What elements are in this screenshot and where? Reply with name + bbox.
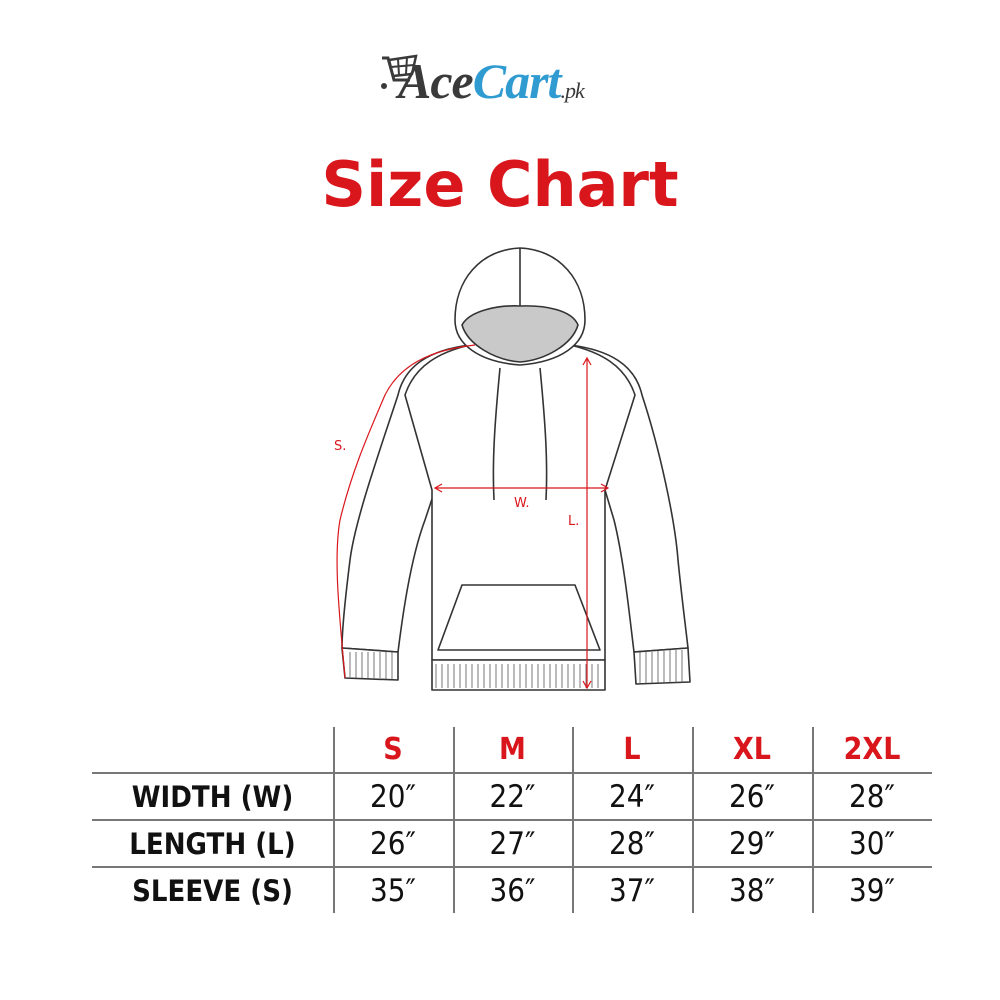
row-label-length: LENGTH (L) bbox=[129, 827, 296, 861]
length-label: L. bbox=[568, 514, 579, 529]
size-header-m: M bbox=[499, 732, 526, 767]
table-divider bbox=[572, 727, 574, 913]
table-cell: 20″ bbox=[370, 779, 416, 815]
length-measure-line bbox=[582, 356, 592, 690]
size-header-xl: XL bbox=[732, 732, 772, 767]
table-divider bbox=[692, 727, 694, 913]
size-header-l: L bbox=[623, 732, 641, 767]
kangaroo-pocket bbox=[437, 584, 601, 651]
table-divider bbox=[92, 866, 932, 868]
table-divider bbox=[812, 727, 814, 913]
table-cell: 24″ bbox=[609, 779, 655, 815]
table-divider bbox=[92, 819, 932, 821]
table-cell: 35″ bbox=[370, 873, 416, 909]
table-divider bbox=[453, 727, 455, 913]
size-header-2xl: 2XL bbox=[843, 732, 901, 767]
size-header-s: S bbox=[383, 732, 403, 767]
table-cell: 30″ bbox=[849, 826, 895, 862]
drawstring bbox=[492, 367, 548, 501]
sleeve-measure-line bbox=[336, 344, 476, 679]
acecart-logo: AceCart.pk bbox=[380, 48, 680, 118]
table-cell: 27″ bbox=[489, 826, 536, 862]
shopping-cart-icon bbox=[381, 54, 418, 89]
table-cell: 29″ bbox=[729, 826, 775, 862]
table-divider bbox=[92, 772, 932, 774]
table-cell: 36″ bbox=[489, 873, 536, 909]
width-label: W. bbox=[514, 496, 530, 511]
table-cell: 28″ bbox=[849, 779, 895, 815]
hood-opening bbox=[461, 305, 579, 363]
table-cell: 26″ bbox=[370, 826, 416, 862]
logo-text-ace: Ace bbox=[398, 53, 474, 109]
table-cell: 22″ bbox=[489, 779, 536, 815]
logo-text-cart: Cart bbox=[472, 53, 562, 109]
page-title: Size Chart bbox=[321, 148, 679, 221]
logo-text-pk: .pk bbox=[560, 78, 584, 103]
table-cell: 26″ bbox=[729, 779, 775, 815]
table-cell: 38″ bbox=[729, 873, 775, 909]
table-cell: 39″ bbox=[849, 873, 895, 909]
table-divider bbox=[333, 727, 335, 913]
row-label-sleeve: SLEEVE (S) bbox=[132, 874, 293, 908]
width-measure-line bbox=[433, 483, 610, 493]
waistband bbox=[431, 659, 606, 691]
sleeve-label: S. bbox=[334, 439, 346, 454]
table-cell: 28″ bbox=[609, 826, 655, 862]
row-label-width: WIDTH (W) bbox=[131, 780, 294, 814]
table-cell: 37″ bbox=[609, 873, 655, 909]
